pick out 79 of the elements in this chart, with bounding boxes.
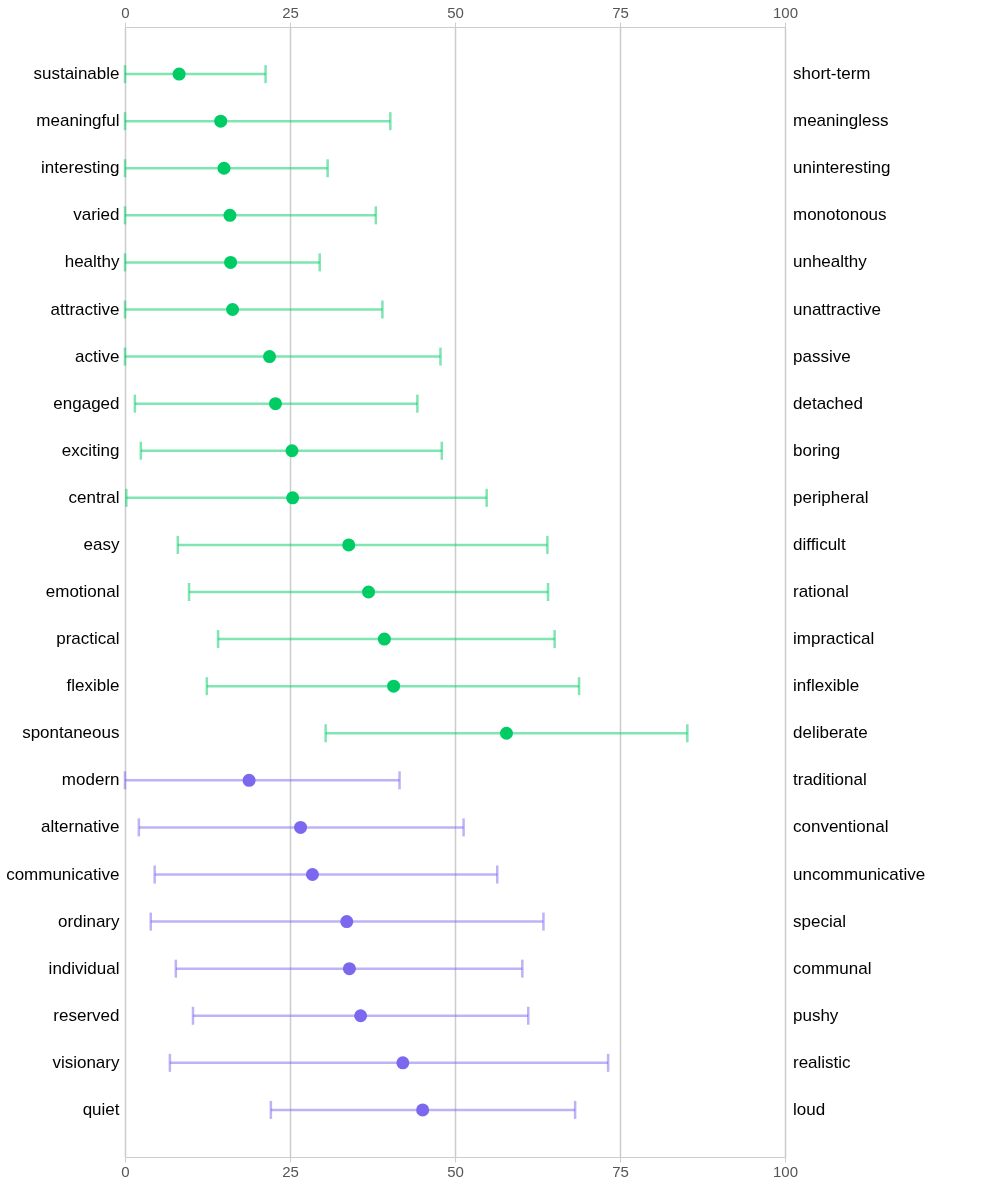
y2-tick-label: uninteresting	[793, 158, 891, 178]
x2-tick-label: 75	[612, 3, 629, 21]
x-tick-label: 0	[121, 1162, 130, 1180]
point	[362, 585, 376, 599]
point	[354, 1009, 368, 1023]
point	[286, 491, 300, 505]
y2-tick-label: communal	[793, 958, 872, 978]
y2-tick-label: realistic	[793, 1052, 852, 1072]
point	[340, 915, 354, 929]
y2-tick-label: monotonous	[793, 205, 887, 225]
y-tick-label: visionary	[52, 1052, 120, 1072]
y2-tick-label: boring	[793, 440, 841, 460]
point	[377, 632, 391, 646]
point	[224, 255, 238, 269]
point	[223, 208, 237, 222]
point	[294, 820, 308, 834]
y-tick-label: meaningful	[36, 111, 120, 131]
y-tick-label: ordinary	[58, 911, 120, 931]
y2-tick-label: pushy	[793, 1005, 839, 1025]
point	[263, 350, 277, 364]
point	[305, 867, 319, 882]
y2-tick-label: unattractive	[793, 299, 881, 319]
y2-tick-label: traditional	[793, 770, 867, 790]
y2-tick-label: difficult	[793, 534, 846, 554]
x-tick-label: 50	[447, 1162, 464, 1180]
x2-tick-label: 100	[772, 3, 799, 21]
y-tick-label: active	[75, 346, 120, 366]
y2-tick-label: conventional	[793, 817, 889, 837]
y-tick-label: spontaneous	[22, 723, 120, 743]
y-tick-label: practical	[56, 629, 120, 649]
y-tick-label: exciting	[61, 440, 120, 460]
x-tick-label: 100	[772, 1162, 799, 1180]
y2-tick-label: peripheral	[793, 487, 869, 507]
y2-tick-label: passive	[793, 346, 851, 366]
y-tick-label: sustainable	[33, 64, 120, 84]
y2-tick-label: uncommunicative	[793, 864, 926, 884]
y2-tick-label: short-term	[793, 64, 871, 84]
y2-tick-label: impractical	[793, 629, 875, 649]
y-tick-label: emotional	[45, 582, 120, 601]
point	[268, 397, 282, 411]
y2-tick-label: inflexible	[793, 676, 860, 696]
x2-tick-label: 50	[447, 3, 464, 21]
point	[285, 444, 299, 458]
y-tick-label: alternative	[41, 817, 120, 837]
y2-tick-label: loud	[793, 1099, 826, 1119]
point	[226, 302, 240, 317]
point	[499, 726, 513, 740]
x-tick-label: 25	[282, 1162, 299, 1180]
point	[396, 1056, 410, 1070]
x2-tick-label: 0	[121, 3, 130, 21]
y-tick-label: engaged	[53, 393, 120, 413]
point	[242, 773, 256, 787]
y-tick-label: healthy	[64, 252, 120, 272]
y2-tick-label: detached	[793, 393, 863, 413]
point	[342, 538, 356, 552]
y-tick-label: easy	[83, 534, 120, 554]
y2-tick-label: special	[793, 911, 846, 931]
y-tick-label: modern	[61, 770, 120, 790]
point	[214, 114, 228, 128]
y2-tick-label: deliberate	[793, 723, 868, 743]
y-tick-label: individual	[48, 958, 120, 978]
y-tick-label: central	[68, 487, 120, 507]
y-tick-label: interesting	[41, 158, 120, 178]
x-tick-label: 75	[612, 1162, 629, 1180]
y-tick-label: reserved	[53, 1005, 120, 1025]
y-tick-label: attractive	[50, 299, 120, 319]
y-tick-label: communicative	[6, 864, 120, 884]
y-tick-label: flexible	[66, 676, 120, 696]
point	[387, 679, 401, 693]
point	[342, 962, 356, 976]
y2-tick-label: rational	[793, 582, 849, 601]
y-tick-label: varied	[73, 205, 120, 225]
y2-tick-label: unhealthy	[793, 252, 868, 272]
y2-tick-label: meaningless	[793, 111, 889, 131]
point	[217, 161, 231, 175]
point	[416, 1103, 430, 1117]
point	[172, 67, 186, 81]
x2-tick-label: 25	[282, 3, 299, 21]
y-tick-label: quiet	[82, 1099, 120, 1119]
